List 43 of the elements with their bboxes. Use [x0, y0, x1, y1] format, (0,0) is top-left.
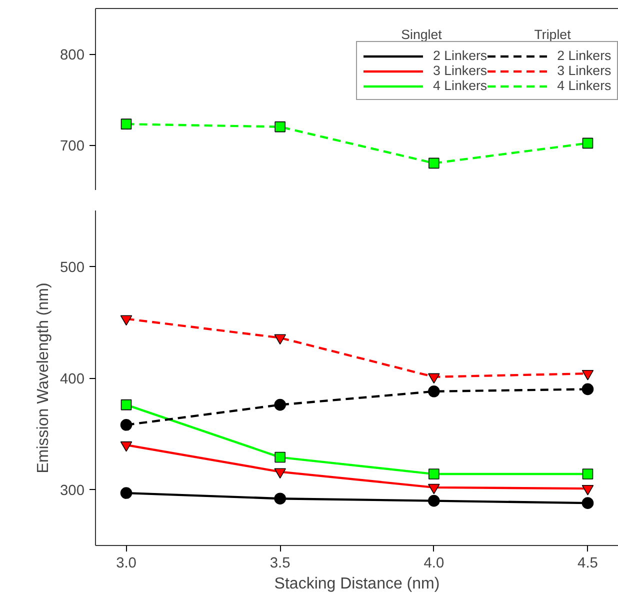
point [120, 441, 132, 452]
annotation: Singlet [401, 27, 442, 42]
x-tick-label: 3.0 [116, 556, 136, 572]
legend-label: 4 Linkers [433, 78, 488, 93]
point [274, 398, 286, 411]
point [428, 468, 440, 480]
legend-label: 4 Linkers [557, 78, 612, 93]
legend-label: 3 Linkers [557, 63, 612, 78]
x-axis-title: Stacking Distance (nm) [274, 576, 440, 592]
point [120, 399, 132, 410]
y-tick-label: 300 [60, 483, 85, 500]
point [274, 334, 286, 345]
point [120, 487, 132, 499]
point [274, 121, 286, 132]
y-axis-title: Emission Wavelength (nm) [35, 282, 52, 474]
x-tick-label: 4.0 [424, 556, 444, 572]
point [120, 419, 132, 431]
point [582, 383, 594, 396]
point [582, 484, 594, 496]
point [582, 138, 594, 149]
y-tick-label: 400 [60, 372, 85, 388]
point [120, 118, 132, 130]
point [120, 315, 132, 326]
point [274, 468, 286, 479]
point [428, 158, 440, 169]
legend-label: 3 Linkers [433, 63, 488, 78]
point [428, 386, 440, 398]
y-tick-label: 800 [60, 48, 85, 64]
point [428, 373, 440, 384]
x-tick-label: 3.5 [270, 556, 290, 572]
y-tick-label: 500 [60, 260, 85, 276]
point [582, 468, 594, 480]
y-tick-label: 700 [60, 138, 85, 154]
annotation: Triplet [534, 27, 572, 42]
point [428, 494, 440, 507]
point [274, 452, 286, 463]
point [582, 497, 594, 509]
legend-label: 2 Linkers [433, 48, 488, 63]
point [582, 370, 594, 380]
point [428, 484, 440, 494]
point [274, 492, 286, 504]
legend-label: 2 Linkers [557, 48, 612, 63]
x-tick-label: 4.5 [578, 556, 598, 572]
